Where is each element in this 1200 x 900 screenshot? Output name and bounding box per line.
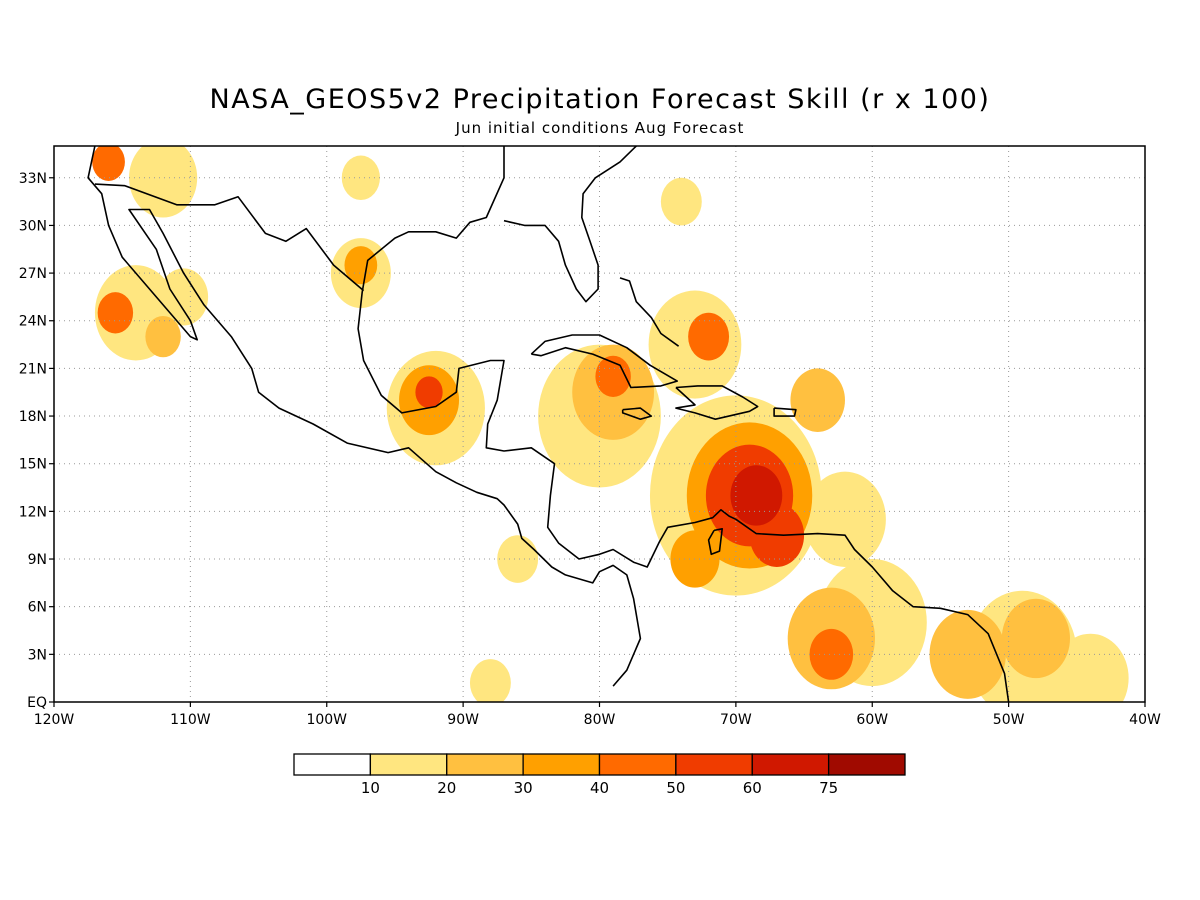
lon-tick-label: 120W <box>34 712 75 728</box>
skill-region-2 <box>159 268 209 326</box>
colorbar-label: 30 <box>514 779 533 797</box>
coastlines <box>87 146 1010 702</box>
lat-tick-label: 21N <box>19 361 47 377</box>
colorbar-label: 75 <box>819 779 838 797</box>
colorbar-box-2 <box>446 753 524 776</box>
coastline-pacific-coast <box>87 146 642 687</box>
colorbar-label: 60 <box>743 779 762 797</box>
colorbar-box-3 <box>522 753 601 776</box>
skill-region-15 <box>497 535 539 583</box>
colorbar-box-7 <box>827 753 906 776</box>
colorbar-box-0 <box>293 753 372 776</box>
grid-lines <box>54 146 1145 702</box>
coastline-bahamas <box>619 277 680 347</box>
skill-region-22 <box>344 246 378 285</box>
skill-region-10 <box>804 471 886 567</box>
coastline-gulf-coast <box>357 146 1010 702</box>
skill-region-34 <box>730 465 783 526</box>
colorbar-label: 10 <box>361 779 380 797</box>
skill-region-31 <box>415 376 443 409</box>
lon-tick-label: 90W <box>447 712 479 728</box>
lon-tick-label: 110W <box>170 712 211 728</box>
skill-region-27 <box>97 292 134 334</box>
coastline-hispaniola <box>675 385 759 421</box>
coastline-lake-maracaibo <box>707 527 724 556</box>
lon-tick-label: 50W <box>993 712 1025 728</box>
skill-region-28 <box>595 355 631 397</box>
map-title: NASA_GEOS5v2 Precipitation Forecast Skil… <box>209 84 991 115</box>
lat-tick-label: 15N <box>19 457 47 473</box>
skill-region-4 <box>341 155 380 201</box>
skill-region-0 <box>129 146 198 218</box>
coastline-jamaica <box>621 407 653 421</box>
lat-tick-label: 30N <box>19 218 47 234</box>
colorbar-label: 40 <box>590 779 609 797</box>
skill-region-29 <box>688 312 730 361</box>
colorbar-label: 20 <box>437 779 456 797</box>
skill-shading <box>92 146 1129 702</box>
colorbar-box-4 <box>598 753 677 776</box>
lat-tick-label: 9N <box>28 552 47 568</box>
skill-region-13 <box>1052 633 1129 702</box>
colorbar-label: 50 <box>666 779 685 797</box>
lat-tick-label: 18N <box>19 409 47 425</box>
skill-region-30 <box>809 628 854 680</box>
coastline-borders <box>94 183 365 292</box>
coastline-florida <box>503 146 637 303</box>
skill-region-26 <box>92 146 125 181</box>
colorbar-box-5 <box>675 753 753 776</box>
skill-region-5 <box>660 177 702 226</box>
lon-tick-label: 100W <box>306 712 347 728</box>
lat-tick-label: 12N <box>19 504 47 520</box>
coastline-puerto-rico <box>773 407 797 417</box>
colorbar-box-1 <box>369 753 448 776</box>
lat-tick-label: 27N <box>19 266 47 282</box>
skill-region-16 <box>145 315 181 358</box>
skill-region-21 <box>1001 598 1070 679</box>
coastline-cuba <box>530 334 679 389</box>
skill-region-14 <box>469 659 511 702</box>
lon-tick-label: 80W <box>584 712 616 728</box>
lon-tick-label: 40W <box>1129 712 1161 728</box>
lat-tick-label: 6N <box>28 600 47 616</box>
colorbar-legend: 10 20 30 40 50 60 75 <box>293 753 906 797</box>
map-subtitle: Jun initial conditions Aug Forecast <box>455 119 745 137</box>
lat-tick-label: 24N <box>19 314 47 330</box>
lat-tick-label: EQ <box>27 695 47 711</box>
skill-region-18 <box>790 368 845 432</box>
lon-tick-label: 70W <box>720 712 752 728</box>
lon-tick-label: 60W <box>856 712 888 728</box>
colorbar-box-6 <box>751 753 830 776</box>
lat-tick-label: 33N <box>19 171 47 187</box>
lat-tick-label: 3N <box>28 647 47 663</box>
